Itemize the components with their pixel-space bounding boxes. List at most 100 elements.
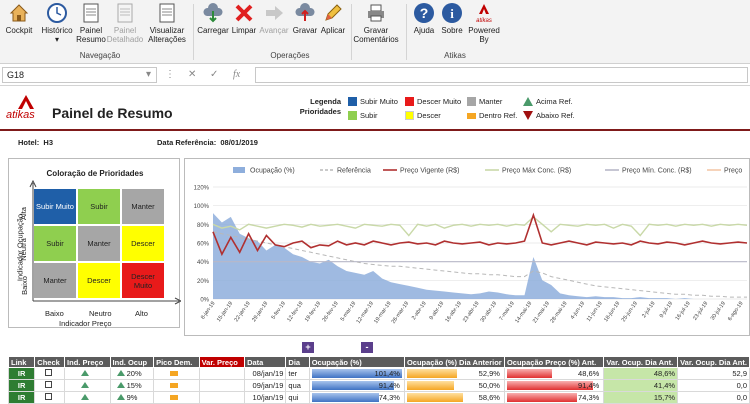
triangle-up-icon	[116, 382, 125, 388]
pencil-icon	[325, 4, 342, 21]
ocupacao-ant-cell: 58,6%	[403, 391, 505, 404]
ocupacao-cell: 101,4%	[308, 367, 405, 380]
matrix-cell: Descer	[78, 263, 120, 298]
triangle-up-icon	[81, 370, 90, 376]
summary-table: Link Check Ind. Preço Ind. Ocup Pico Dem…	[7, 356, 750, 404]
ind-preco-cell	[64, 379, 111, 392]
priority-matrix: Coloração de Prioridades Indicador Ocupa…	[8, 158, 181, 328]
legend-item: Descer	[405, 111, 441, 120]
sheet-icon	[159, 3, 175, 23]
painel-resumo-button[interactable]: Painel Resumo	[76, 2, 106, 44]
ocupacao-preco-ant-cell: 91,4%	[503, 379, 605, 392]
gravar-button[interactable]: Gravar	[291, 2, 319, 35]
logo-text: atikas	[6, 109, 35, 121]
check-cell[interactable]	[34, 379, 66, 392]
matrix-cell: Descer	[122, 226, 164, 261]
check-cell[interactable]	[34, 367, 66, 380]
y-tick-label: 20%	[197, 279, 210, 285]
confirm-icon[interactable]: ✓	[210, 69, 219, 80]
col-header: Var. Preço	[198, 356, 246, 368]
x-axis-label: Indicador Preço	[59, 319, 112, 328]
atikas-logo-icon	[18, 95, 34, 109]
visualizar-alteracoes-button[interactable]: Visualizar Alterações	[146, 2, 188, 44]
link-cell[interactable]: IR	[7, 367, 36, 380]
x-tick-label: 22-jan-19	[234, 301, 252, 323]
checkbox[interactable]	[45, 381, 53, 388]
red-x-icon	[235, 4, 253, 22]
ind-ocup-cell: 15%	[109, 379, 155, 392]
more-options-icon[interactable]: ⋮	[165, 69, 175, 80]
matrix-cell: Subir	[78, 189, 120, 224]
y-tick-label: 0%	[200, 298, 209, 304]
ind-ocup-cell: 20%	[109, 367, 155, 380]
clock-icon	[47, 3, 67, 23]
gravar-comentarios-button[interactable]: Gravar Comentários	[352, 2, 400, 44]
ribbon-separator	[406, 4, 407, 60]
name-box-dropdown-icon[interactable]: ▾	[146, 69, 152, 80]
legend-swatch	[467, 97, 476, 106]
historico-button[interactable]: Histórico ▾	[38, 2, 76, 44]
ocupacao-ant-cell: 50,0%	[403, 379, 505, 392]
reference-date-value: 08/01/2019	[220, 138, 258, 147]
link-cell[interactable]: IR	[7, 379, 36, 392]
pico-dem-cell	[153, 367, 200, 380]
x-tick-label: 6-ago-19	[727, 301, 745, 322]
ajuda-button[interactable]: ? Ajuda	[411, 2, 437, 35]
name-box[interactable]: G18	[2, 67, 157, 83]
link-cell[interactable]: IR	[7, 391, 36, 404]
ocupacao-cell: 74,3%	[308, 391, 405, 404]
checkbox[interactable]	[45, 393, 53, 400]
checkbox[interactable]	[45, 369, 53, 376]
hotel-value: H3	[43, 138, 54, 147]
matrix-cell: Subir	[34, 226, 76, 261]
cancel-icon[interactable]: ✕	[188, 69, 197, 80]
cockpit-button[interactable]: Cockpit	[4, 2, 34, 35]
expand-button[interactable]: +	[302, 342, 314, 353]
x-tick-label: 12-fev-19	[286, 301, 304, 323]
painel-detalhado-button[interactable]: Painel Detalhado	[106, 2, 144, 44]
var-preco-cell	[198, 367, 246, 380]
chart-svg: 0%20%40%60%80%100%120%8-jan-19 15-jan-19 2…	[194, 167, 748, 325]
pico-marker	[170, 395, 179, 400]
series-ocupacao-area	[213, 213, 747, 299]
matrix-cell: Manter	[122, 189, 164, 224]
collapse-button[interactable]: -	[361, 342, 373, 353]
matrix-cell: Manter	[78, 226, 120, 261]
y-tick-label: 60%	[197, 242, 210, 248]
table-header-row: Link Check Ind. Preço Ind. Ocup Pico Dem…	[7, 356, 750, 368]
col-header: Ocupação (%)	[308, 356, 405, 368]
avancar-button[interactable]: Avançar	[258, 2, 290, 35]
legend-swatch	[405, 97, 414, 106]
triangle-down-icon	[523, 111, 533, 120]
matrix-title: Coloração de Prioridades	[46, 169, 144, 178]
powered-by-button[interactable]: atikas Powered By	[467, 2, 501, 44]
x-tick-label: 2-jul-19	[641, 301, 656, 319]
group-label-navegacao: Navegação	[79, 51, 121, 60]
x-tick-label: 26-fev-19	[322, 301, 340, 323]
pico-dem-cell	[153, 379, 200, 392]
ribbon: Cockpit Histórico ▾ Painel Resumo Painel …	[0, 0, 750, 64]
fx-icon[interactable]: fx	[233, 69, 241, 80]
col-header: Pico Dem.	[153, 356, 200, 368]
check-cell[interactable]	[34, 391, 66, 404]
dia-cell: ter	[285, 367, 310, 380]
data-cell: 08/jan/19	[244, 367, 287, 380]
row-label: Baixo	[19, 276, 29, 295]
x-tick-label: 15-jan-19	[216, 301, 234, 323]
carregar-button[interactable]: Carregar	[197, 2, 229, 35]
sheet-icon	[117, 3, 133, 23]
col-header: Dia	[285, 356, 310, 368]
legend-label: Preço Mín. Conc. (R$)	[622, 168, 692, 175]
formula-input[interactable]	[255, 67, 748, 83]
sobre-button[interactable]: i Sobre	[439, 2, 465, 35]
legend-item: Dentro Ref.	[467, 111, 517, 120]
ind-ocup-cell: 9%	[109, 391, 155, 404]
pico-marker	[170, 371, 179, 376]
aplicar-button[interactable]: Aplicar	[319, 2, 347, 35]
matrix-cell: Subir Muito	[34, 189, 76, 224]
limpar-button[interactable]: Limpar	[230, 2, 258, 35]
x-tick-label: 5-fev-19	[271, 301, 287, 321]
x-tick-label: 8-jan-19	[200, 301, 216, 321]
x-tick-label: 5-mar-19	[340, 301, 358, 323]
ind-preco-cell	[64, 391, 111, 404]
